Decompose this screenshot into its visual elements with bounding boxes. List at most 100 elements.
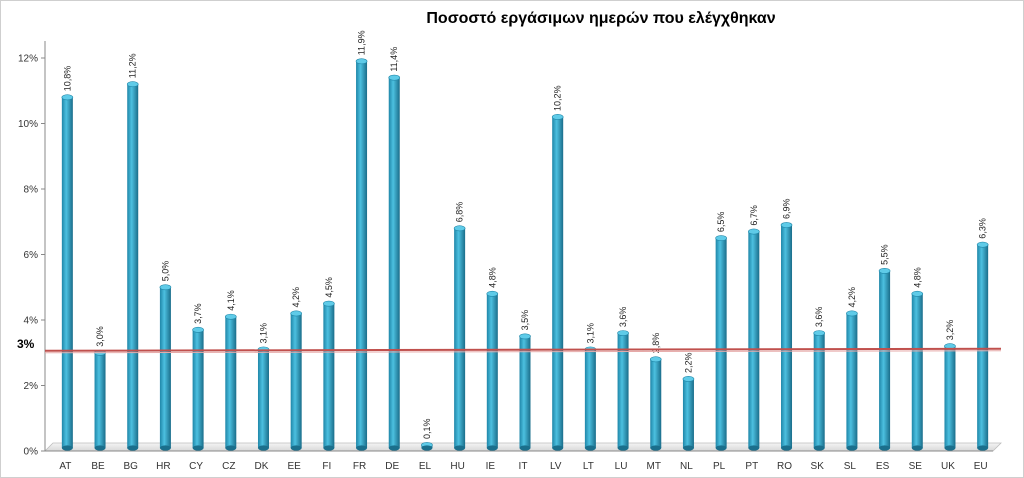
y-tick-label: 10%: [18, 119, 38, 130]
y-tick-label: 12%: [18, 54, 38, 65]
bar-lt: [584, 346, 597, 451]
bar-base-cap: [94, 445, 106, 451]
bar-sk: [813, 330, 826, 451]
bar-top-cap: [388, 74, 401, 81]
data-labels-group: 10,8% 3,0% 11,2% 5,0% 3,7% 4,1% 3,1% 4,2% 4,5% 11…: [62, 30, 987, 439]
bar-top-cap: [715, 235, 727, 242]
bar-se: [911, 290, 924, 451]
bar-top-cap: [159, 284, 172, 291]
bar-base-cap: [911, 445, 923, 451]
data-label-ro: 6,9%: [782, 199, 792, 220]
x-tick-be: BE: [91, 461, 105, 472]
bar-base-cap: [846, 445, 858, 451]
x-tick-it: IT: [519, 461, 528, 472]
bar-base-cap: [356, 445, 368, 451]
bar-top-cap: [976, 241, 989, 248]
bar-base-cap: [552, 445, 564, 451]
bar-top-cap: [192, 326, 204, 333]
bar-body: [127, 84, 139, 448]
data-label-mt: 2,8%: [651, 333, 661, 354]
bar-bg: [126, 81, 139, 451]
bar-base-cap: [617, 445, 629, 451]
bars-group: [61, 58, 989, 451]
bar-cy: [192, 326, 204, 451]
x-tick-ie: IE: [486, 461, 496, 472]
bar-lv: [551, 114, 564, 451]
bar-base-cap: [977, 445, 989, 451]
x-tick-ro: RO: [777, 461, 792, 472]
x-tick-es: ES: [876, 461, 890, 472]
bar-be: [94, 349, 106, 451]
bar-ie: [486, 290, 499, 451]
bar-base-cap: [650, 445, 662, 451]
bar-body: [388, 77, 400, 449]
x-tick-ee: EE: [288, 461, 302, 472]
data-label-pt: 6,7%: [749, 205, 759, 226]
bar-pl: [715, 235, 727, 451]
data-label-fr: 11,9%: [357, 30, 367, 55]
bar-it: [519, 333, 531, 451]
bar-body: [356, 61, 368, 449]
x-tick-lt: LT: [583, 461, 594, 472]
x-tick-cy: CY: [189, 461, 203, 472]
bar-top-cap: [617, 330, 629, 336]
bar-base-cap: [127, 445, 139, 451]
bar-body: [977, 244, 989, 448]
y-tick-label: 0%: [24, 447, 39, 458]
y-tick-label: 8%: [24, 185, 39, 196]
data-label-es: 5,5%: [880, 244, 890, 265]
data-label-de: 11,4%: [389, 47, 399, 72]
bar-es: [878, 267, 891, 451]
bar-base-cap: [944, 445, 956, 451]
x-tick-at: AT: [59, 461, 71, 472]
bar-uk: [944, 343, 956, 451]
data-label-bg: 11,2%: [128, 53, 138, 78]
bar-body: [94, 352, 106, 448]
bar-body: [944, 346, 956, 448]
data-label-sk: 3,6%: [814, 307, 824, 328]
data-label-dk: 3,1%: [258, 323, 268, 344]
bar-body: [225, 316, 237, 448]
data-label-hu: 6,8%: [455, 202, 465, 223]
data-label-at: 10,8%: [62, 66, 72, 92]
x-tick-de: DE: [385, 461, 399, 472]
reference-line-label: 3%: [17, 337, 35, 351]
bar-base-cap: [225, 445, 237, 451]
data-label-lv: 10,2%: [553, 85, 563, 111]
bar-base-cap: [257, 445, 269, 451]
bar-ee: [290, 310, 302, 451]
bar-base-cap: [388, 445, 400, 451]
bar-base-cap: [159, 445, 171, 451]
data-label-be: 3,0%: [95, 326, 105, 347]
x-tick-fr: FR: [353, 461, 366, 472]
bar-body: [192, 329, 204, 448]
y-tick-label: 2%: [24, 381, 39, 392]
bar-nl: [682, 376, 695, 451]
x-tick-cz: CZ: [222, 461, 235, 472]
bar-de: [388, 74, 401, 451]
y-tick-label: 6%: [24, 250, 39, 261]
reference-line-shadow: [44, 350, 1002, 354]
bar-body: [846, 313, 858, 448]
x-tick-lu: LU: [615, 461, 628, 472]
bar-body: [486, 293, 498, 448]
bar-body: [290, 313, 302, 448]
data-label-lu: 3,6%: [618, 307, 628, 328]
x-tick-nl: NL: [680, 461, 693, 472]
data-label-se: 4,8%: [912, 267, 922, 288]
bar-base-cap: [192, 445, 204, 451]
data-label-lt: 3,1%: [585, 323, 595, 344]
bar-body: [323, 303, 335, 448]
bar-top-cap: [519, 333, 531, 340]
bar-body: [454, 228, 466, 448]
data-label-ie: 4,8%: [487, 267, 497, 288]
bar-top-cap: [813, 330, 826, 336]
x-tick-mt: MT: [647, 461, 661, 472]
bar-top-cap: [682, 376, 695, 382]
data-label-cz: 4,1%: [226, 290, 236, 311]
bar-base-cap: [61, 445, 73, 451]
bar-base-cap: [879, 445, 891, 451]
bar-el: [421, 442, 433, 451]
